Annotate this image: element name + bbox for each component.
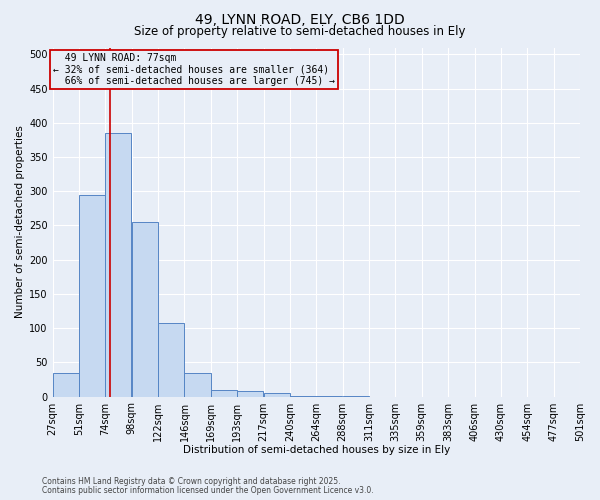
Bar [263, 393, 290, 396]
Text: Size of property relative to semi-detached houses in Ely: Size of property relative to semi-detach… [134, 25, 466, 38]
Bar [211, 390, 237, 396]
Text: 49, LYNN ROAD, ELY, CB6 1DD: 49, LYNN ROAD, ELY, CB6 1DD [195, 12, 405, 26]
Bar [106, 133, 131, 396]
X-axis label: Distribution of semi-detached houses by size in Ely: Distribution of semi-detached houses by … [183, 445, 450, 455]
Bar [132, 222, 158, 396]
Y-axis label: Number of semi-detached properties: Number of semi-detached properties [15, 126, 25, 318]
Text: Contains public sector information licensed under the Open Government Licence v3: Contains public sector information licen… [42, 486, 374, 495]
Bar [184, 372, 211, 396]
Bar [53, 372, 79, 396]
Bar [237, 391, 263, 396]
Text: Contains HM Land Registry data © Crown copyright and database right 2025.: Contains HM Land Registry data © Crown c… [42, 477, 341, 486]
Bar [158, 322, 184, 396]
Text: 49 LYNN ROAD: 77sqm
← 32% of semi-detached houses are smaller (364)
  66% of sem: 49 LYNN ROAD: 77sqm ← 32% of semi-detach… [53, 53, 335, 86]
Bar [79, 194, 105, 396]
